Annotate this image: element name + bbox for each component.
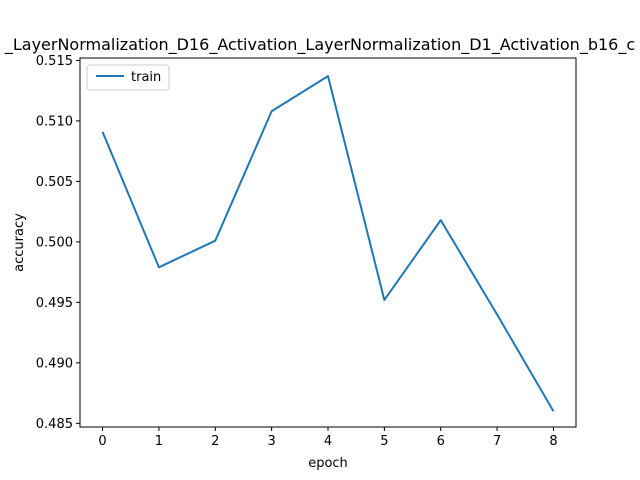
x-tick-label: 6 [437,434,445,449]
y-axis: 0.485 0.490 0.495 0.500 0.505 0.510 0.515 [36,54,80,432]
plot-frame [79,57,577,428]
x-tick-label: 8 [549,434,557,449]
legend-label-train: train [131,70,161,85]
x-tick-label: 4 [324,434,332,449]
y-tick-label: 0.490 [36,356,73,371]
y-axis-label: accuracy [12,213,27,272]
x-tick-label: 5 [380,434,388,449]
y-tick-label: 0.485 [36,417,73,432]
x-axis-label: epoch [308,456,348,471]
x-tick-label: 0 [98,434,106,449]
y-tick-label: 0.500 [36,235,73,250]
y-tick-label: 0.505 [36,175,73,190]
legend-box [86,64,170,91]
series-layer [101,75,555,412]
x-tick-label: 2 [211,434,219,449]
x-tick-label: 3 [267,434,275,449]
x-tick-label: 7 [493,434,501,449]
y-tick-label: 0.510 [36,114,73,129]
y-tick-label: 0.495 [36,296,73,311]
legend: train [86,64,170,91]
plot-area [80,58,576,427]
x-tick-label: 1 [155,434,163,449]
x-axis: 0 1 2 3 4 5 6 7 8 [98,427,558,449]
y-tick-label: 0.515 [36,54,73,69]
chart-title: _LayerNormalization_D16_Activation_Layer… [4,35,635,55]
